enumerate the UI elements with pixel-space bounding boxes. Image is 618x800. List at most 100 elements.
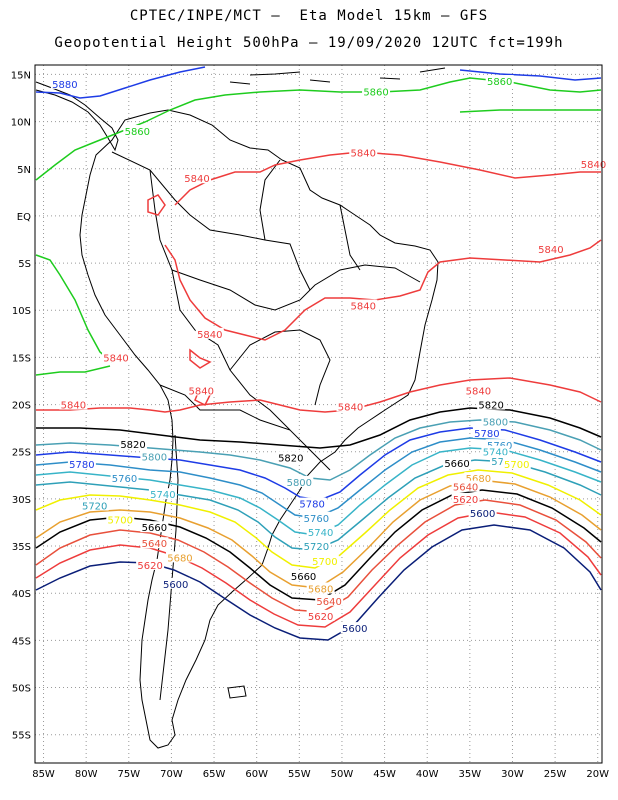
contour-label-5840: 5840 [538,245,563,256]
contour-label-5640: 5640 [142,539,167,550]
contour-label-5840: 5840 [189,386,214,397]
lat-tick-label: 25S [12,448,31,459]
contour-label-5760: 5760 [112,474,137,485]
contour-label-5660: 5660 [291,572,316,583]
lat-tick-label: 10N [11,118,31,129]
contour-label-5760: 5760 [304,514,329,525]
contour-label-5840: 5840 [351,302,376,313]
contour-5860-south [35,254,113,376]
contour-label-bg [485,439,514,451]
contour-label-bg [464,472,493,484]
contour-label-5780: 5780 [69,460,94,471]
contour-label-bg [536,242,565,254]
contour-label-5660: 5660 [142,523,167,534]
title-line-1: CPTEC/INPE/MCT – Eta Model 15km – GFS [129,8,489,24]
contour-label-bg [102,351,130,363]
contour-label-5840: 5840 [103,353,128,364]
contour-label-bg [187,384,216,396]
lon-tick-label: 70W [160,769,183,780]
contour-5660 [35,489,602,601]
contour-label-bg [310,555,339,567]
map-background [35,65,602,763]
contour-label-5800: 5800 [483,418,508,429]
lon-tick-label: 40W [416,769,439,780]
contour-label-bg [481,415,510,427]
lon-tick-label: 20W [586,769,609,780]
contour-label-layer: 5880 5860 5860 5860 5840 5840 5840 5840 5840 5840… [50,75,608,635]
contour-label-bg [165,551,194,563]
lat-tick-label: 5N [17,165,31,176]
axis-tick-labels: 15N 10N 5N EQ 5S 10S 15S 20S 25S 30S 35S 40S 45S 50S 5… [11,70,609,780]
lat-tick-label: 40S [12,589,31,600]
contour-label-bg [140,521,169,533]
lon-tick-label: 25W [544,769,567,780]
border-5 [229,329,331,406]
lat-tick-label: 20S [12,401,31,412]
contour-label-5780: 5780 [299,500,324,511]
contour-label-bg [136,558,165,570]
contour-label-5840: 5840 [184,174,209,185]
lon-tick-label: 50W [331,769,354,780]
contour-label-bg [477,398,506,410]
contour-label-bg [306,525,335,537]
contour-5700 [35,469,602,569]
contour-label-5620: 5620 [308,612,333,623]
contour-label-bg [362,85,391,97]
contour-label-bg [481,445,510,457]
lat-tick-label: 55S [12,731,31,742]
lat-tick-label: 50S [12,684,31,695]
border-7 [259,159,281,241]
lon-tick-label: 55W [288,769,311,780]
contour-label-5680: 5680 [167,553,192,564]
lat-tick-label: 15N [11,70,31,81]
contour-label-bg [183,172,211,184]
contour-label-bg [161,577,190,589]
contour-5600 [35,524,602,641]
contour-label-5880: 5880 [52,80,77,91]
lon-tick-label: 60W [245,769,268,780]
contour-label-bg [340,622,369,634]
lon-tick-label: 35W [459,769,482,780]
contour-5880 [35,66,602,99]
contour-5680 [35,479,602,589]
contour-label-5860: 5860 [363,87,388,98]
contour-label-5600: 5600 [342,624,367,635]
contour-label-bg [306,582,335,594]
border-3 [171,264,421,311]
contour-label-bg [451,480,480,492]
lat-tick-label: EQ [17,212,31,223]
south-america-coast [79,109,439,749]
contour-5840-amazon [164,239,602,341]
lat-tick-label: 35S [12,542,31,553]
contour-label-bg [349,299,378,311]
lat-tick-label: 45S [12,636,31,647]
contour-label-5680: 5680 [466,474,491,485]
contour-label-bg [50,77,79,89]
contour-label-5640: 5640 [453,483,478,494]
contour-label-5700: 5700 [108,516,133,527]
graticule [35,65,602,763]
lon-tick-label: 75W [117,769,140,780]
lon-tick-label: 30W [501,769,524,780]
contour-label-bg [451,492,480,504]
lon-tick-label: 45W [373,769,396,780]
lon-tick-label: 65W [203,769,226,780]
contour-label-5700: 5700 [312,557,337,568]
contour-label-5860: 5860 [125,127,150,138]
contour-label-bg [289,570,318,582]
border-8 [339,204,361,271]
contour-label-5840: 5840 [197,330,222,341]
contour-label-bg [67,457,96,469]
contour-label-bg [195,327,224,339]
lat-tick-label: 10S [12,306,31,317]
contour-label-bg [80,499,109,511]
contour-label-bg [106,513,135,525]
contour-label-5780: 5780 [474,429,499,440]
contour-label-bg [443,457,472,469]
contour-label-5820: 5820 [478,401,503,412]
contour-label-5720: 5720 [304,542,329,553]
contour-label-bg [468,507,497,519]
contour-label-bg [123,125,152,137]
contour-label-bg [59,398,88,410]
contour-label-5700: 5700 [504,460,529,471]
